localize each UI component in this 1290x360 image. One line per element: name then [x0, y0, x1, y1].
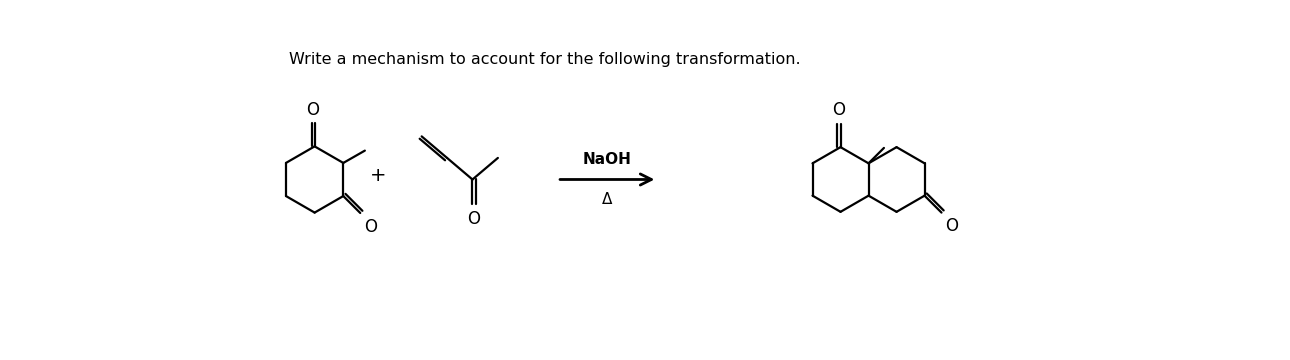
Text: O: O — [364, 217, 377, 235]
Text: Δ: Δ — [602, 192, 613, 207]
Text: O: O — [832, 102, 845, 120]
Text: O: O — [307, 101, 320, 119]
Text: NaOH: NaOH — [583, 152, 632, 167]
Text: O: O — [467, 210, 480, 228]
Text: +: + — [370, 166, 387, 185]
Text: Write a mechanism to account for the following transformation.: Write a mechanism to account for the fol… — [289, 53, 801, 67]
Text: O: O — [946, 217, 958, 235]
